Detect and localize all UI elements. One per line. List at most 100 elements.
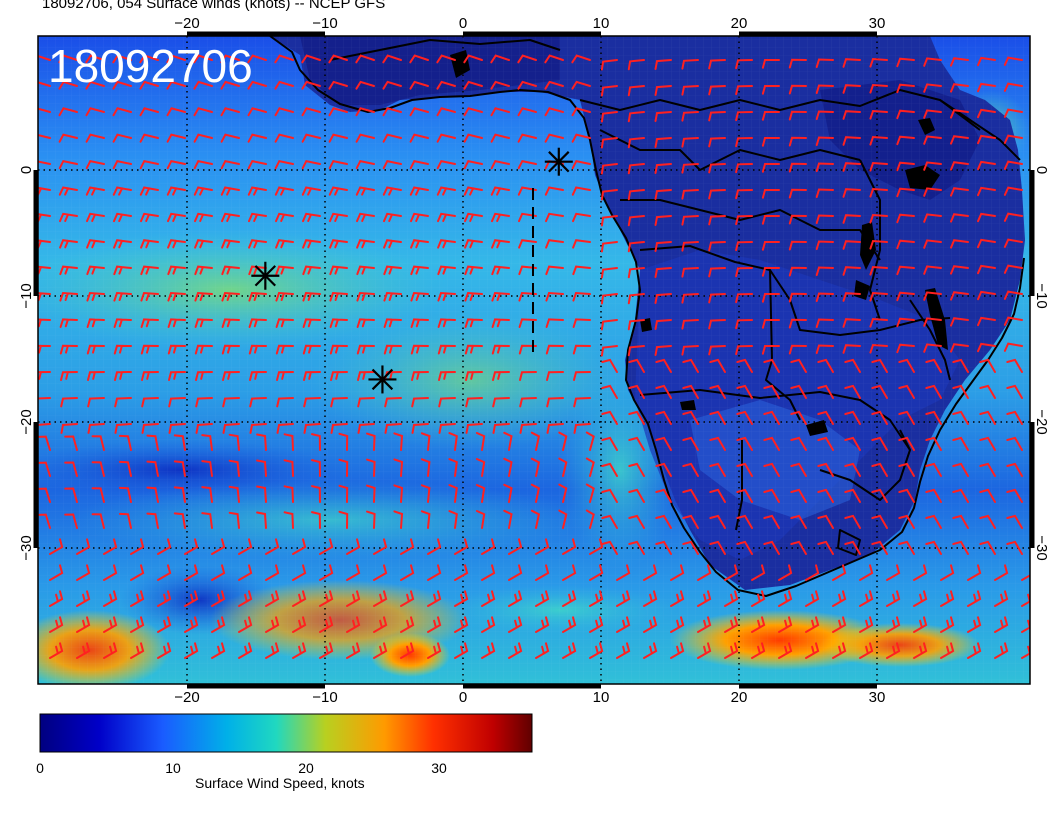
wind-barb-762 bbox=[643, 564, 658, 581]
wind-barb-104 bbox=[842, 110, 861, 120]
wind-barb-342 bbox=[275, 291, 294, 302]
wind-barb-803 bbox=[751, 590, 766, 607]
wind-barb-723 bbox=[589, 538, 604, 555]
wind-barb-845 bbox=[886, 616, 901, 633]
wind-barb-334 bbox=[59, 291, 78, 302]
wind-barb-173 bbox=[708, 163, 726, 174]
wind-barb-557 bbox=[91, 435, 105, 451]
wind-barb-156 bbox=[247, 159, 267, 170]
wind-barb-36 bbox=[1003, 56, 1023, 66]
wind-barb-473 bbox=[817, 358, 834, 373]
wind-barb-572 bbox=[503, 431, 513, 451]
wind-barb-163 bbox=[436, 159, 456, 170]
wind-barb-487 bbox=[195, 397, 213, 408]
wind-barb-475 bbox=[871, 358, 888, 373]
wind-barb-419 bbox=[356, 344, 375, 355]
wind-barb-360 bbox=[761, 293, 780, 303]
wind-barb-873 bbox=[643, 642, 658, 659]
wind-barb-735 bbox=[898, 540, 915, 555]
lat-label-left-0: 0 bbox=[18, 166, 35, 174]
wind-barb-223 bbox=[59, 212, 78, 223]
lon-label-bottom-30: 30 bbox=[869, 689, 886, 706]
wind-barb-8 bbox=[247, 54, 267, 64]
wind-barb-383 bbox=[383, 318, 402, 328]
wind-barb-523 bbox=[168, 423, 186, 434]
wind-barb-709 bbox=[211, 538, 226, 555]
wind-barb-2 bbox=[85, 54, 105, 64]
wind-barb-683 bbox=[503, 509, 513, 529]
wind-barb-214 bbox=[815, 188, 834, 199]
wind-barb-439 bbox=[896, 343, 915, 354]
wind-barb-417 bbox=[302, 344, 321, 355]
wind-barb-67 bbox=[842, 84, 861, 94]
wind-barb-452 bbox=[249, 371, 267, 381]
wind-barb-609 bbox=[503, 457, 513, 477]
wind-barb-146 bbox=[977, 134, 996, 145]
wind-barb-671 bbox=[173, 512, 186, 529]
wind-barb-103 bbox=[815, 110, 834, 121]
wind-barb-724 bbox=[601, 540, 618, 555]
wind-barb-435 bbox=[788, 344, 807, 355]
wind-barb-719 bbox=[481, 538, 496, 555]
wind-barb-344 bbox=[329, 291, 348, 302]
wind-barb-532 bbox=[411, 423, 429, 434]
wind-barb-89 bbox=[436, 107, 456, 117]
wind-barb-611 bbox=[558, 457, 568, 477]
wind-barb-590 bbox=[979, 436, 996, 451]
wind-barb-859 bbox=[265, 642, 280, 659]
wind-barb-870 bbox=[562, 642, 577, 659]
wind-barb-876 bbox=[724, 642, 739, 659]
wind-barb-366 bbox=[923, 291, 942, 301]
wind-barb-608 bbox=[475, 458, 486, 477]
wind-barb-673 bbox=[228, 511, 240, 529]
wind-barb-17 bbox=[490, 54, 510, 64]
wind-barb-767 bbox=[778, 564, 793, 581]
wind-barb-46 bbox=[274, 80, 294, 90]
wind-barb-726 bbox=[655, 540, 672, 555]
wind-barb-116 bbox=[166, 133, 186, 143]
wind-barb-111 bbox=[38, 134, 51, 139]
wind-barb-178 bbox=[842, 162, 861, 172]
wind-barb-219 bbox=[950, 187, 969, 197]
wind-barb-720 bbox=[508, 538, 523, 555]
wind-barb-108 bbox=[950, 109, 969, 119]
wind-barb-142 bbox=[869, 135, 888, 146]
wind-barb-454 bbox=[303, 371, 321, 381]
wind-barb-438 bbox=[869, 343, 888, 354]
wind-barb-521 bbox=[114, 423, 132, 434]
wind-barb-821 bbox=[238, 616, 253, 633]
wind-barb-482 bbox=[60, 397, 78, 408]
wind-barb-413 bbox=[194, 344, 213, 355]
wind-barb-166 bbox=[517, 159, 537, 170]
wind-barb-730 bbox=[763, 540, 780, 555]
wind-barb-188 bbox=[112, 186, 132, 196]
wind-barb-784 bbox=[238, 590, 253, 607]
wind-barb-833 bbox=[562, 616, 577, 633]
wind-barb-577 bbox=[628, 436, 645, 451]
wind-barb-864 bbox=[400, 642, 415, 659]
wind-barb-516 bbox=[979, 384, 996, 399]
wind-barb-23 bbox=[654, 59, 672, 70]
wind-barb-655 bbox=[736, 488, 753, 503]
wind-barb-248 bbox=[735, 215, 753, 226]
wind-barb-748 bbox=[265, 564, 280, 581]
wind-barb-198 bbox=[382, 186, 402, 196]
wind-barb-657 bbox=[790, 488, 807, 503]
wind-barb-783 bbox=[211, 590, 226, 607]
wind-barb-88 bbox=[409, 107, 429, 117]
wind-barb-203 bbox=[517, 186, 537, 196]
wind-barb-576 bbox=[601, 436, 618, 451]
wind-barb-733 bbox=[844, 540, 861, 555]
wind-barb-510 bbox=[817, 384, 834, 399]
wind-barb-45 bbox=[247, 80, 267, 90]
wind-barb-826 bbox=[373, 616, 388, 633]
wind-barb-638 bbox=[283, 485, 294, 503]
wind-barb-732 bbox=[817, 540, 834, 555]
wind-barb-529 bbox=[330, 423, 348, 434]
wind-barb-183 bbox=[977, 160, 996, 171]
wind-barb-580 bbox=[709, 436, 726, 451]
wind-barb-636 bbox=[228, 485, 240, 503]
wind-barb-230 bbox=[248, 212, 267, 223]
wind-barb-835 bbox=[616, 616, 631, 633]
wind-barb-118 bbox=[220, 133, 240, 143]
